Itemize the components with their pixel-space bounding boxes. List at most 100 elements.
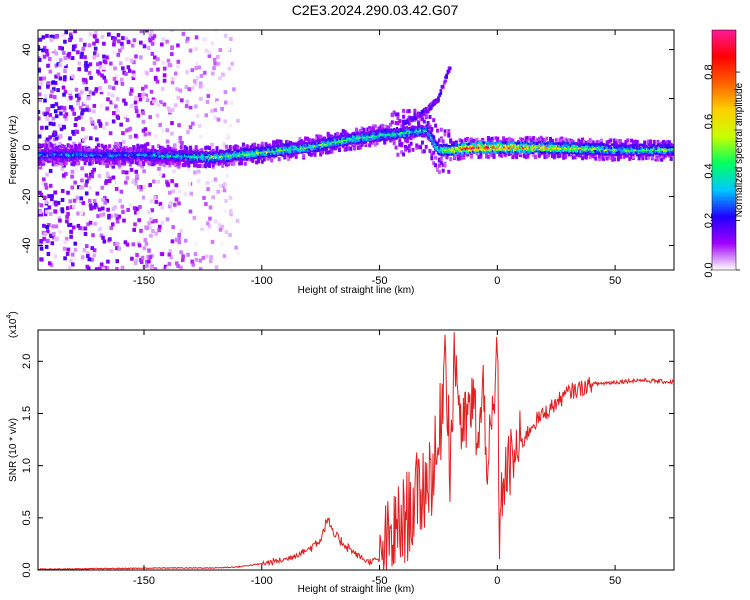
heatmap-cell bbox=[373, 124, 377, 129]
heatmap-cell bbox=[238, 149, 242, 152]
heatmap-cell bbox=[488, 152, 492, 157]
heatmap-cell bbox=[466, 143, 469, 146]
heatmap-cell bbox=[599, 149, 602, 152]
heatmap-cell bbox=[552, 152, 556, 157]
heatmap-cell bbox=[498, 151, 502, 156]
heatmap-cell bbox=[198, 258, 203, 263]
heatmap-cell bbox=[221, 149, 225, 153]
heatmap-cell bbox=[517, 142, 520, 145]
heatmap-cell bbox=[541, 151, 544, 155]
heatmap-cell bbox=[603, 153, 606, 156]
heatmap-cell bbox=[223, 154, 226, 158]
heatmap-cell bbox=[133, 261, 138, 266]
heatmap-cell bbox=[368, 134, 372, 137]
heatmap-cell bbox=[85, 264, 90, 269]
heatmap-cell bbox=[274, 152, 277, 155]
heatmap-cell bbox=[380, 135, 383, 138]
heatmap-cell bbox=[415, 129, 418, 132]
heatmap-cell bbox=[647, 154, 650, 157]
heatmap-cell bbox=[547, 150, 550, 154]
heatmap-cell bbox=[190, 156, 194, 159]
heatmap-cell bbox=[497, 147, 500, 150]
heatmap-cell bbox=[480, 148, 483, 152]
heatmap-cell bbox=[52, 153, 55, 156]
heatmap-cell bbox=[170, 46, 174, 51]
heatmap-cell bbox=[441, 149, 444, 152]
heatmap-cell bbox=[368, 126, 372, 131]
heatmap-cell bbox=[549, 144, 553, 147]
heatmap-cell bbox=[196, 160, 199, 164]
heatmap-cell bbox=[392, 133, 396, 136]
heatmap-cell bbox=[251, 151, 255, 155]
heatmap-cell bbox=[241, 148, 245, 151]
heatmap-cell bbox=[640, 151, 643, 154]
heatmap-cell bbox=[207, 53, 212, 58]
heatmap-cell bbox=[421, 130, 424, 133]
heatmap-cell bbox=[489, 149, 492, 152]
heatmap-cell bbox=[396, 116, 400, 121]
heatmap-cell bbox=[661, 150, 664, 153]
heatmap-cell bbox=[277, 146, 280, 150]
heatmap-cell bbox=[563, 143, 567, 147]
heatmap-cell bbox=[62, 144, 66, 149]
heatmap-cell bbox=[43, 212, 48, 217]
heatmap-cell bbox=[447, 169, 451, 174]
heatmap-cell bbox=[568, 143, 571, 146]
heatmap-cell bbox=[171, 152, 174, 155]
heatmap-cell bbox=[506, 151, 509, 155]
heatmap-cell bbox=[490, 136, 494, 141]
heatmap-cell bbox=[170, 30, 174, 33]
heatmap-cell bbox=[354, 133, 358, 136]
heatmap-cell bbox=[245, 148, 249, 151]
heatmap-cell bbox=[658, 150, 662, 154]
heatmap-cell bbox=[62, 246, 67, 251]
heatmap-cell bbox=[443, 161, 447, 166]
heatmap-cell bbox=[183, 156, 187, 160]
heatmap-cell bbox=[121, 158, 124, 162]
heatmap-cell bbox=[233, 80, 237, 85]
heatmap-cell bbox=[233, 157, 236, 161]
heatmap-cell bbox=[173, 153, 177, 156]
heatmap-cell bbox=[370, 139, 373, 142]
heatmap-cell bbox=[395, 135, 399, 138]
heatmap-cell bbox=[207, 155, 211, 159]
heatmap-cell bbox=[596, 148, 599, 151]
heatmap-cell bbox=[334, 132, 338, 137]
heatmap-cell bbox=[204, 158, 208, 162]
heatmap-cell bbox=[315, 143, 318, 146]
heatmap-cell bbox=[238, 161, 242, 166]
heatmap-cell bbox=[142, 156, 146, 159]
heatmap-cell bbox=[342, 139, 345, 143]
heatmap-cell bbox=[329, 147, 332, 150]
heatmap-cell bbox=[98, 156, 102, 161]
heatmap-cell bbox=[145, 30, 149, 33]
heatmap-cell bbox=[119, 122, 123, 127]
heatmap-cell bbox=[194, 35, 199, 40]
heatmap-cell bbox=[123, 240, 128, 245]
heatmap-cell bbox=[78, 226, 82, 231]
heatmap-cell bbox=[93, 155, 96, 158]
heatmap-cell bbox=[225, 164, 229, 169]
heatmap-cell bbox=[150, 100, 154, 105]
heatmap-cell bbox=[47, 205, 52, 210]
heatmap-cell bbox=[542, 145, 546, 148]
heatmap-cell bbox=[668, 153, 671, 156]
heatmap-cell bbox=[650, 151, 653, 154]
heatmap-cell bbox=[170, 179, 174, 184]
heatmap-cell bbox=[66, 247, 71, 252]
heatmap-cell bbox=[145, 263, 149, 268]
heatmap-cell bbox=[480, 151, 483, 154]
heatmap-cell bbox=[479, 152, 483, 157]
heatmap-cell bbox=[155, 158, 158, 161]
heatmap-cell bbox=[197, 151, 201, 155]
heatmap-cell bbox=[563, 151, 567, 154]
heatmap-cell bbox=[130, 158, 133, 162]
heatmap-cell bbox=[132, 227, 136, 232]
heatmap-cell bbox=[130, 256, 134, 261]
heatmap-cell bbox=[332, 139, 335, 142]
heatmap-cell bbox=[556, 147, 560, 150]
heatmap-cell bbox=[363, 139, 366, 142]
heatmap-cell bbox=[539, 142, 543, 146]
heatmap-cell bbox=[38, 153, 41, 156]
heatmap-cell bbox=[610, 151, 614, 154]
